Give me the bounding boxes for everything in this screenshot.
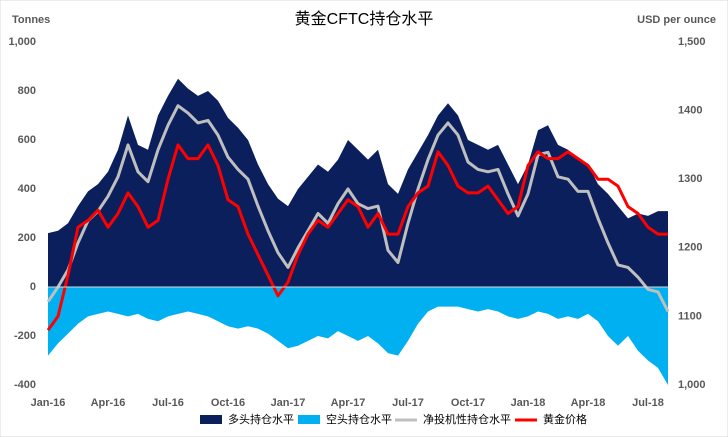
y2-tick-label: 1300 bbox=[678, 173, 702, 185]
line bbox=[46, 104, 670, 313]
y-tick-label: -400 bbox=[14, 379, 36, 391]
area bbox=[48, 78, 668, 287]
x-tick-label: Apr-18 bbox=[571, 397, 606, 409]
y2-tick-label: 1,000 bbox=[678, 379, 706, 391]
legend-swatch bbox=[200, 415, 222, 424]
x-tick-label: Jul-17 bbox=[392, 397, 424, 409]
y-tick-label: 200 bbox=[18, 232, 36, 244]
chart-title: 黄金CFTC持仓水平 bbox=[295, 10, 434, 28]
legend-label: 净投机性持仓水平 bbox=[423, 412, 511, 426]
x-tick-label: Jul-18 bbox=[632, 397, 664, 409]
y-tick-label: 800 bbox=[18, 85, 36, 97]
x-tick-label: Apr-17 bbox=[331, 397, 366, 409]
legend-label: 空头持仓水平 bbox=[326, 412, 392, 426]
line bbox=[46, 143, 668, 331]
x-tick-label: Oct-16 bbox=[211, 397, 245, 409]
area bbox=[48, 287, 668, 385]
x-tick-label: Oct-17 bbox=[451, 397, 485, 409]
x-tick-label: Apr-16 bbox=[91, 397, 126, 409]
x-tick-label: Jan-16 bbox=[31, 397, 66, 409]
y2-tick-label: 1,500 bbox=[678, 36, 706, 48]
x-tick-label: Jan-17 bbox=[271, 397, 306, 409]
y-tick-label: 1,000 bbox=[8, 36, 36, 48]
x-tick-label: Jan-18 bbox=[511, 397, 546, 409]
legend-label: 黄金价格 bbox=[543, 412, 587, 426]
y-tick-label: 0 bbox=[30, 281, 36, 293]
y2-tick-label: 1400 bbox=[678, 105, 702, 117]
y-tick-label: -200 bbox=[14, 330, 36, 342]
legend-swatch bbox=[298, 415, 320, 424]
y2-tick-label: 1200 bbox=[678, 242, 702, 254]
y-axis-label: Tonnes bbox=[12, 14, 50, 26]
x-tick-label: Jul-16 bbox=[152, 397, 184, 409]
y-tick-label: 400 bbox=[18, 183, 36, 195]
y2-tick-label: 1100 bbox=[678, 310, 702, 322]
y2-axis-label: USD per ounce bbox=[637, 14, 716, 26]
y-tick-label: 600 bbox=[18, 134, 36, 146]
legend-label: 多头持仓水平 bbox=[228, 412, 294, 426]
